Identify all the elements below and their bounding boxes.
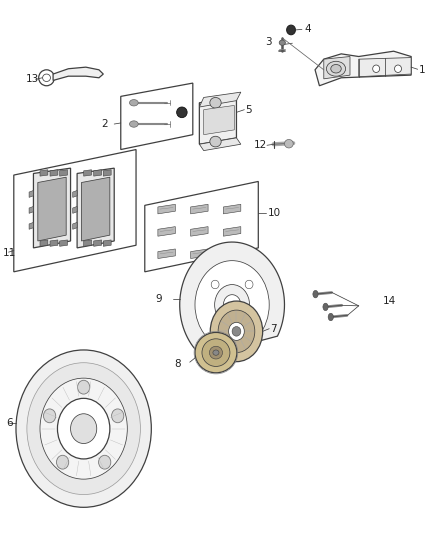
Ellipse shape — [43, 409, 56, 423]
Text: 6: 6 — [6, 418, 13, 429]
Ellipse shape — [232, 327, 241, 336]
Polygon shape — [199, 98, 237, 144]
Text: 10: 10 — [268, 208, 281, 219]
Polygon shape — [223, 204, 241, 214]
Ellipse shape — [57, 398, 110, 459]
Polygon shape — [73, 206, 77, 213]
Ellipse shape — [395, 65, 402, 72]
Polygon shape — [60, 240, 67, 246]
Text: 4: 4 — [304, 25, 311, 35]
Ellipse shape — [245, 321, 253, 329]
Text: 8: 8 — [174, 359, 181, 369]
Polygon shape — [359, 58, 411, 77]
Text: 14: 14 — [383, 296, 396, 306]
Polygon shape — [223, 249, 241, 259]
Polygon shape — [191, 227, 208, 236]
Ellipse shape — [27, 363, 141, 495]
Polygon shape — [81, 177, 110, 241]
Polygon shape — [38, 177, 66, 241]
Ellipse shape — [210, 98, 221, 108]
Ellipse shape — [202, 339, 230, 367]
Text: 13: 13 — [26, 74, 39, 84]
Text: 3: 3 — [265, 37, 272, 47]
Ellipse shape — [285, 140, 293, 148]
Polygon shape — [121, 83, 193, 150]
Polygon shape — [40, 169, 48, 176]
Ellipse shape — [130, 121, 138, 127]
Ellipse shape — [287, 25, 295, 35]
Polygon shape — [84, 240, 92, 246]
Ellipse shape — [130, 100, 138, 106]
Ellipse shape — [195, 261, 269, 349]
Text: 7: 7 — [271, 324, 277, 334]
Ellipse shape — [331, 64, 341, 73]
Ellipse shape — [57, 455, 69, 469]
Polygon shape — [73, 222, 77, 229]
Ellipse shape — [195, 333, 237, 373]
Text: 5: 5 — [245, 104, 252, 115]
Polygon shape — [204, 106, 234, 135]
Polygon shape — [158, 227, 175, 236]
Polygon shape — [145, 181, 258, 272]
Ellipse shape — [323, 303, 328, 311]
Polygon shape — [29, 222, 33, 229]
Polygon shape — [33, 168, 71, 248]
Ellipse shape — [209, 346, 223, 359]
Polygon shape — [50, 169, 58, 176]
Ellipse shape — [71, 414, 97, 443]
Ellipse shape — [245, 280, 253, 289]
Polygon shape — [158, 249, 175, 259]
Ellipse shape — [78, 380, 90, 394]
Ellipse shape — [39, 70, 54, 86]
Text: 1: 1 — [419, 65, 426, 75]
Polygon shape — [191, 249, 208, 259]
Ellipse shape — [279, 40, 286, 45]
Polygon shape — [29, 190, 33, 197]
Polygon shape — [73, 190, 77, 197]
Text: 9: 9 — [155, 294, 162, 304]
Polygon shape — [158, 204, 175, 214]
Ellipse shape — [328, 313, 333, 321]
Ellipse shape — [210, 136, 221, 147]
Polygon shape — [14, 150, 136, 272]
Polygon shape — [94, 240, 102, 246]
Polygon shape — [315, 51, 411, 86]
Polygon shape — [191, 204, 208, 214]
Ellipse shape — [177, 107, 187, 118]
Ellipse shape — [211, 280, 219, 289]
Ellipse shape — [229, 322, 244, 341]
Polygon shape — [103, 240, 111, 246]
Polygon shape — [77, 168, 114, 248]
Polygon shape — [84, 169, 92, 176]
Polygon shape — [60, 169, 67, 176]
Ellipse shape — [40, 378, 127, 479]
Polygon shape — [223, 227, 241, 236]
Ellipse shape — [16, 350, 151, 507]
Polygon shape — [53, 67, 103, 80]
Ellipse shape — [223, 295, 241, 315]
Ellipse shape — [326, 61, 346, 76]
Text: 12: 12 — [254, 140, 267, 150]
Ellipse shape — [215, 285, 250, 325]
Ellipse shape — [373, 65, 380, 72]
Text: 2: 2 — [101, 119, 108, 129]
Polygon shape — [94, 169, 102, 176]
Polygon shape — [199, 92, 241, 107]
Ellipse shape — [218, 310, 255, 353]
Ellipse shape — [210, 301, 263, 362]
Polygon shape — [199, 138, 241, 151]
Polygon shape — [324, 56, 350, 79]
Ellipse shape — [42, 74, 50, 82]
Polygon shape — [50, 240, 58, 246]
Ellipse shape — [112, 409, 124, 423]
Ellipse shape — [99, 455, 111, 469]
Text: 11: 11 — [3, 248, 16, 258]
Polygon shape — [29, 206, 33, 213]
Ellipse shape — [313, 290, 318, 298]
Ellipse shape — [211, 321, 219, 329]
Polygon shape — [40, 240, 48, 246]
Polygon shape — [180, 242, 285, 356]
Ellipse shape — [213, 350, 219, 356]
Polygon shape — [103, 169, 111, 176]
